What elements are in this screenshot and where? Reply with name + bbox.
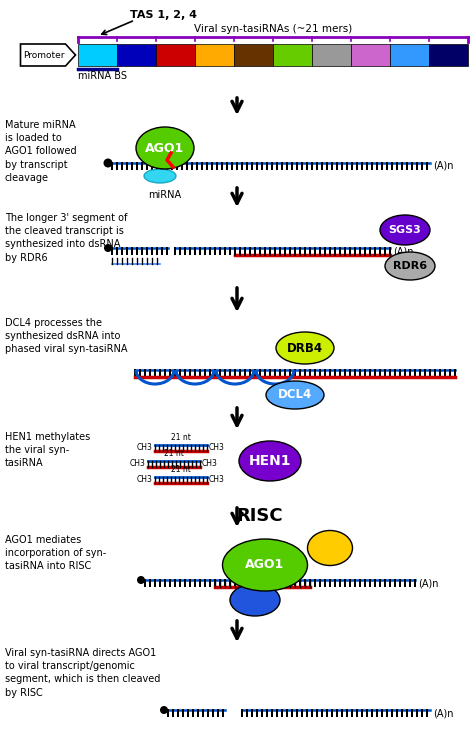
Ellipse shape: [230, 584, 280, 616]
Text: (A)n: (A)n: [393, 246, 413, 256]
Ellipse shape: [266, 381, 324, 409]
Text: AGO1: AGO1: [246, 559, 284, 572]
Text: HEN1 methylates
the viral syn-
tasiRNA: HEN1 methylates the viral syn- tasiRNA: [5, 432, 90, 468]
Text: CH3: CH3: [137, 476, 153, 485]
Bar: [117, 44, 156, 66]
Text: TAS 1, 2, 4: TAS 1, 2, 4: [130, 10, 197, 20]
Text: The longer 3' segment of
the cleaved transcript is
synthesized into dsRNA
by RDR: The longer 3' segment of the cleaved tra…: [5, 213, 128, 263]
Text: (A)n: (A)n: [433, 161, 454, 171]
Bar: [78, 44, 117, 66]
Ellipse shape: [308, 531, 353, 566]
Text: HEN1: HEN1: [249, 454, 291, 468]
Circle shape: [137, 576, 145, 584]
Bar: [195, 44, 234, 66]
Ellipse shape: [385, 252, 435, 280]
Text: DRB4: DRB4: [287, 342, 323, 354]
Text: 21 nt: 21 nt: [171, 465, 191, 474]
Text: CH3: CH3: [137, 444, 153, 452]
Text: CH3: CH3: [130, 460, 146, 468]
Text: SGS3: SGS3: [389, 225, 421, 235]
Bar: [156, 44, 195, 66]
Ellipse shape: [380, 215, 430, 245]
Text: (A)n: (A)n: [433, 708, 454, 718]
Ellipse shape: [222, 539, 308, 591]
Circle shape: [160, 706, 168, 714]
Ellipse shape: [276, 332, 334, 364]
Bar: [273, 44, 312, 66]
Text: DCL4: DCL4: [278, 389, 312, 401]
Text: CH3: CH3: [202, 460, 218, 468]
Text: CH3: CH3: [209, 444, 225, 452]
Bar: [390, 44, 429, 66]
Ellipse shape: [239, 441, 301, 481]
Circle shape: [104, 244, 112, 252]
Text: DCL4 processes the
synthesized dsRNA into
phased viral syn-tasiRNA: DCL4 processes the synthesized dsRNA int…: [5, 318, 128, 354]
Bar: [312, 44, 351, 66]
Text: RISC: RISC: [237, 507, 283, 525]
Text: CH3: CH3: [209, 476, 225, 485]
Text: Mature miRNA
is loaded to
AGO1 followed
by transcript
cleavage: Mature miRNA is loaded to AGO1 followed …: [5, 120, 77, 183]
Text: Viral syn-tasiRNA directs AGO1
to viral transcript/genomic
segment, which is the: Viral syn-tasiRNA directs AGO1 to viral …: [5, 648, 160, 698]
Bar: [234, 44, 273, 66]
Bar: [429, 44, 468, 66]
Text: miRNA: miRNA: [148, 190, 182, 200]
Text: AGO1 mediates
incorporation of syn-
tasiRNA into RISC: AGO1 mediates incorporation of syn- tasi…: [5, 535, 106, 572]
Text: Promoter: Promoter: [23, 51, 65, 59]
Ellipse shape: [136, 127, 194, 169]
Text: RDR6: RDR6: [393, 261, 427, 271]
Circle shape: [103, 159, 112, 168]
Text: Viral syn-tasiRNAs (~21 mers): Viral syn-tasiRNAs (~21 mers): [194, 24, 352, 34]
Text: 21 nt: 21 nt: [164, 449, 184, 458]
Text: miRNA BS: miRNA BS: [78, 71, 127, 81]
Text: 21 nt: 21 nt: [171, 433, 191, 442]
Text: (A)n: (A)n: [418, 578, 438, 588]
Polygon shape: [20, 44, 75, 66]
Bar: [351, 44, 390, 66]
Ellipse shape: [144, 169, 176, 183]
Text: AGO1: AGO1: [146, 141, 185, 154]
